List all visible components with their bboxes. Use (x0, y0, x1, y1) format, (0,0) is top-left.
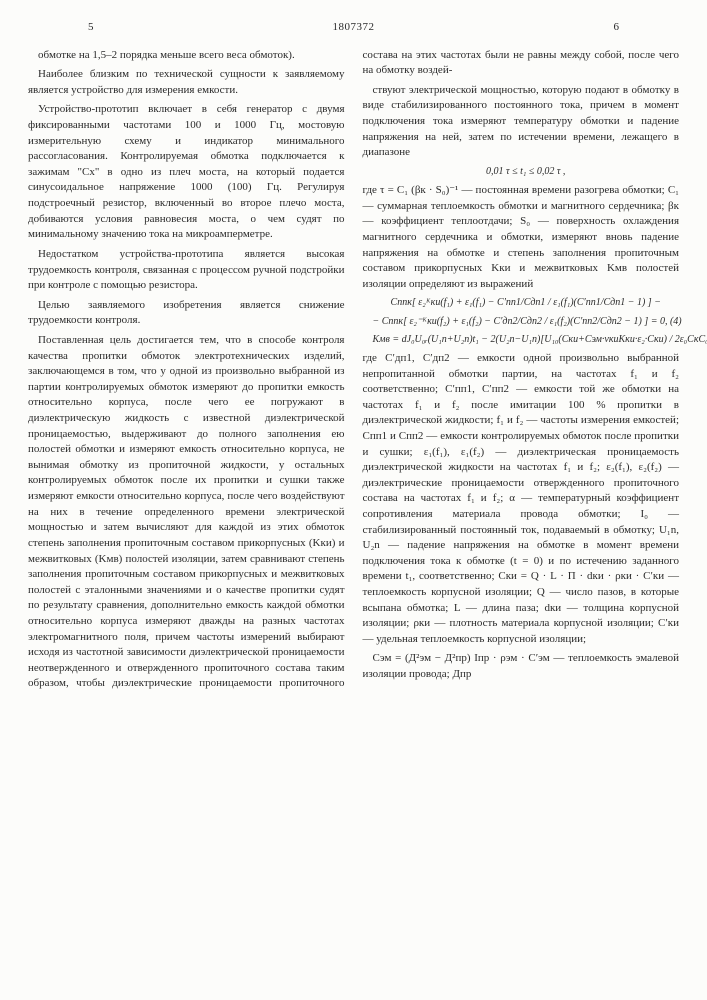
para: обмотке на 1,5–2 порядка меньше всего ве… (28, 48, 345, 64)
formula: 0,01 τ ≤ t₁ ≤ 0,02 τ , (363, 165, 680, 179)
para: Целью заявляемого изобретения является с… (28, 298, 345, 329)
para: Наиболее близким по технической сущности… (28, 67, 345, 98)
para: Устройство-прототип включает в себя гене… (28, 102, 345, 242)
formula-eq4b: − Cппк[ ε₂⁻ᴷки(f₂) + ε₁(f₂) − C′дп2/Cдп2… (363, 315, 680, 329)
page-header: 5 1807372 6 (28, 20, 679, 36)
formula-eq5: Kмв = dJ₀U₀ᵣ(U₁n+U₂n)t₁ − 2(U₂n−U₁n)[U₁₀… (363, 333, 680, 347)
para: где C′дп1, C′дп2 — емкости одной произво… (363, 351, 680, 648)
body-columns: обмотке на 1,5–2 порядка меньше всего ве… (28, 48, 679, 692)
para: ствуют электрической мощностью, которую … (363, 83, 680, 161)
para: Cэм = (Д²эм − Д²пр) Iпр · ρэм · C′эм — т… (363, 651, 680, 682)
para: где τ = C₁ (βк · S₀)⁻¹ — постоянная врем… (363, 183, 680, 292)
patent-number: 1807372 (333, 20, 375, 36)
page-num-left: 5 (88, 20, 94, 36)
formula-eq4a: Cппк[ ε₂ᴷки(f₁) + ε₁(f₁) − C′пп1/Cдп1 / … (363, 296, 680, 310)
page-num-right: 6 (614, 20, 620, 36)
para: Недостатком устройства-прототипа являетс… (28, 247, 345, 294)
